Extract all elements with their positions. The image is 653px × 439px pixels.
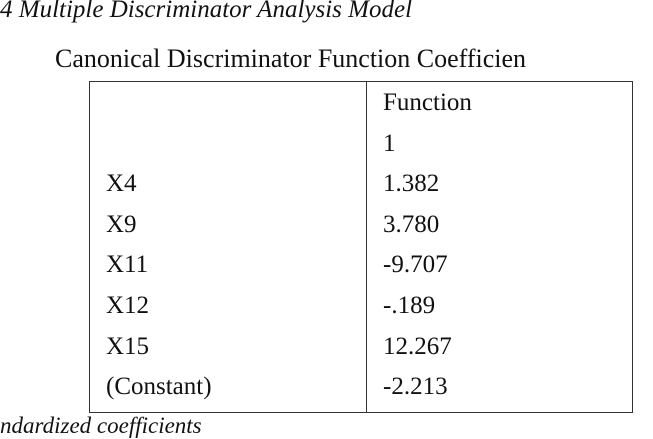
- coefficient: 1.382: [383, 170, 440, 198]
- row-label: X11: [106, 251, 149, 279]
- row-label: X12: [106, 292, 150, 319]
- table-title: Canonical Discriminator Function Coeffic…: [55, 44, 527, 73]
- coefficient: -.189: [383, 292, 436, 319]
- row-label: X4: [106, 170, 137, 198]
- table-border: [89, 81, 633, 413]
- page-title: 4 Multiple Discriminator Analysis Model: [0, 0, 413, 23]
- coefficient: 12.267: [383, 332, 452, 360]
- footnote: ndardized coefficients: [0, 413, 202, 438]
- column-divider: [366, 81, 367, 413]
- page: 4 Multiple Discriminator Analysis Model …: [0, 0, 633, 438]
- header-cell: 1: [383, 129, 396, 157]
- coefficient: 3.780: [383, 210, 440, 238]
- row-label: X15: [106, 332, 150, 360]
- row-label: (Constant): [106, 373, 212, 401]
- coefficient: -2.213: [383, 373, 448, 401]
- header-cell: Function: [383, 89, 472, 116]
- coefficient: -9.707: [383, 251, 448, 279]
- row-label: X9: [106, 210, 137, 238]
